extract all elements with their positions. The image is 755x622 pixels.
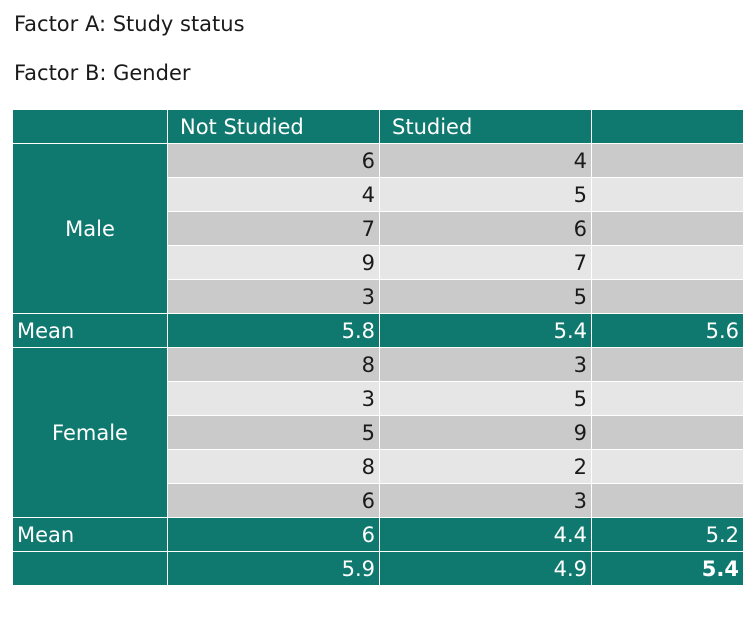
table-cell (591, 177, 744, 212)
total-value: 5.9 (167, 551, 380, 586)
table-row: 8 2 (13, 449, 744, 484)
mean-value: 6 (167, 517, 380, 552)
table-cell (591, 143, 744, 178)
table-cell (591, 415, 744, 450)
grand-mean-value: 5.4 (591, 551, 744, 586)
table-row: Male 6 4 (12, 143, 744, 314)
totals-row: 5.9 4.9 5.4 (12, 551, 744, 586)
mean-label: Mean (12, 313, 168, 348)
table-cell: 4 (379, 143, 592, 178)
factor-b-label: Factor B: Gender (14, 61, 191, 85)
mean-value: 5.2 (591, 517, 744, 552)
table-cell: 3 (167, 279, 380, 314)
table-cell: 9 (379, 415, 592, 450)
group-label-female: Female (12, 347, 168, 518)
mean-label: Mean (12, 517, 168, 552)
total-value: 4.9 (379, 551, 592, 586)
factor-a-label: Factor A: Study status (14, 12, 245, 36)
group-label-male: Male (12, 143, 168, 314)
table-row: Female 8 3 (12, 347, 744, 518)
mean-value: 5.6 (591, 313, 744, 348)
column-header-not-studied: Not Studied (167, 109, 380, 144)
table-cell (591, 211, 744, 246)
table-cell: 7 (167, 211, 380, 246)
table-cell: 6 (167, 143, 380, 178)
table-cell (591, 347, 744, 382)
mean-row-male: Mean 5.8 5.4 5.6 (12, 313, 744, 348)
table-row: 7 6 (13, 211, 744, 246)
table-cell (591, 483, 744, 518)
mean-value: 5.8 (167, 313, 380, 348)
table-cell: 8 (167, 449, 380, 484)
table-row: 4 5 (13, 177, 744, 212)
table-cell: 2 (379, 449, 592, 484)
column-header-total (591, 109, 744, 144)
totals-label (12, 551, 168, 586)
header-row: Not Studied Studied (12, 109, 744, 144)
table-cell: 4 (167, 177, 380, 212)
table-row: 3 5 (13, 279, 744, 314)
table-cell: 9 (167, 245, 380, 280)
table-cell: 5 (167, 415, 380, 450)
table-cell: 7 (379, 245, 592, 280)
table-row: 6 3 (13, 483, 744, 518)
data-table: Not Studied Studied Male 6 4 4 5 7 6 9 7… (12, 109, 744, 586)
table-cell: 3 (167, 381, 380, 416)
table-cell: 3 (379, 347, 592, 382)
table-cell: 5 (379, 177, 592, 212)
table-cell: 6 (379, 211, 592, 246)
mean-value: 5.4 (379, 313, 592, 348)
table-cell (591, 449, 744, 484)
table-cell (591, 381, 744, 416)
column-header-studied: Studied (379, 109, 592, 144)
header-corner (12, 109, 168, 144)
table-cell: 6 (167, 483, 380, 518)
table-cell: 3 (379, 483, 592, 518)
mean-row-female: Mean 6 4.4 5.2 (12, 517, 744, 552)
table-cell: 8 (167, 347, 380, 382)
table-cell (591, 245, 744, 280)
table-cell: 5 (379, 381, 592, 416)
table-cell (591, 279, 744, 314)
table-cell: 5 (379, 279, 592, 314)
table-row: 9 7 (13, 245, 744, 280)
mean-value: 4.4 (379, 517, 592, 552)
